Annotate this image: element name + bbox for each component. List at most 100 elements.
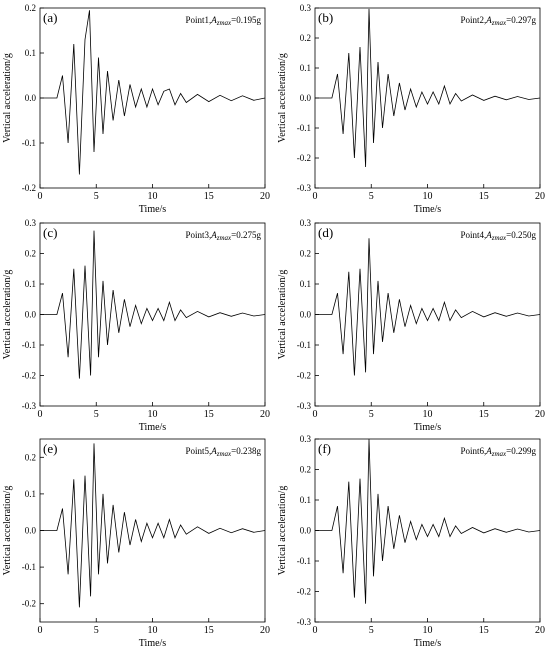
x-tick-label: 0	[38, 191, 43, 202]
y-tick-label: 0.0	[300, 526, 312, 536]
y-tick-label: 0.0	[25, 93, 37, 103]
y-tick-label: -0.2	[297, 153, 311, 163]
y-tick-label: 0.1	[25, 489, 36, 499]
x-tick-label: 0	[313, 409, 318, 420]
x-axis-label: Time/s	[139, 638, 167, 649]
x-tick-label: 0	[313, 625, 318, 636]
y-tick-label: 0.0	[300, 310, 312, 320]
y-tick-label: 0.1	[300, 279, 311, 289]
plot-frame	[314, 438, 541, 623]
x-tick-label: 0	[38, 625, 43, 636]
x-tick-label: 20	[535, 191, 545, 202]
x-tick-label: 0	[38, 409, 43, 420]
x-tick-label: 20	[260, 191, 270, 202]
x-tick-label: 20	[535, 409, 545, 420]
x-tick-label: 15	[204, 625, 214, 636]
y-tick-label: -0.1	[297, 123, 311, 133]
x-tick-label: 10	[148, 625, 158, 636]
x-axis-label: Time/s	[414, 422, 442, 433]
panel-label: (f)	[318, 441, 331, 456]
x-tick-label: 5	[369, 409, 374, 420]
y-tick-label: 0.1	[300, 495, 311, 505]
y-tick-label: -0.1	[297, 556, 311, 566]
y-tick-label: -0.3	[297, 617, 312, 627]
y-tick-label: -0.1	[22, 562, 36, 572]
acceleration-series-line	[40, 443, 266, 608]
acceleration-series-line	[315, 439, 541, 604]
x-tick-label: 15	[479, 191, 489, 202]
x-tick-label: 0	[313, 191, 318, 202]
x-tick-label: 10	[148, 409, 158, 420]
x-tick-label: 10	[148, 191, 158, 202]
x-axis-label: Time/s	[139, 204, 167, 215]
x-tick-label: 5	[369, 625, 374, 636]
y-tick-label: 0.3	[300, 3, 312, 13]
x-tick-label: 10	[423, 191, 433, 202]
x-tick-label: 5	[94, 191, 99, 202]
x-tick-label: 5	[94, 409, 99, 420]
y-tick-label: -0.1	[22, 138, 36, 148]
x-tick-label: 20	[260, 625, 270, 636]
x-tick-label: 20	[535, 625, 545, 636]
y-tick-label: -0.1	[297, 340, 311, 350]
y-tick-label: 0.3	[25, 218, 37, 228]
panel-label: (d)	[318, 225, 333, 240]
y-tick-label: -0.3	[297, 401, 312, 411]
y-tick-label: 0.1	[25, 48, 36, 58]
y-axis-label: Vertical acceleration/g	[277, 270, 288, 360]
x-tick-label: 15	[204, 191, 214, 202]
peak-annotation: Point1,Azmax=0.195g	[186, 15, 262, 27]
x-tick-label: 10	[423, 625, 433, 636]
y-tick-label: 0.2	[25, 249, 36, 259]
y-tick-label: -0.2	[22, 599, 36, 609]
peak-annotation: Point2,Azmax=0.297g	[461, 15, 537, 27]
y-tick-label: -0.3	[297, 183, 312, 193]
y-tick-label: -0.3	[22, 401, 37, 411]
peak-annotation: Point5,Azmax=0.238g	[186, 446, 262, 458]
y-tick-label: 0.0	[25, 310, 37, 320]
y-tick-label: -0.2	[22, 371, 36, 381]
y-tick-label: 0.2	[300, 249, 311, 259]
y-tick-label: 0.2	[300, 33, 311, 43]
y-axis-label: Vertical acceleration/g	[2, 486, 13, 576]
y-axis-label: Vertical acceleration/g	[2, 270, 13, 360]
y-tick-label: 0.2	[25, 3, 36, 13]
x-tick-label: 15	[204, 409, 214, 420]
x-axis-label: Time/s	[414, 638, 442, 649]
y-tick-label: 0.2	[25, 452, 36, 462]
y-tick-label: 0.0	[300, 93, 312, 103]
x-tick-label: 5	[369, 191, 374, 202]
acceleration-series-line	[40, 230, 266, 379]
y-axis-label: Vertical acceleration/g	[277, 486, 288, 576]
y-axis-label: Vertical acceleration/g	[2, 53, 13, 143]
panel-label: (c)	[43, 225, 57, 240]
x-tick-label: 15	[479, 409, 489, 420]
panel-label: (e)	[43, 441, 57, 456]
acceleration-series-line	[315, 238, 541, 376]
panel-label: (a)	[43, 10, 57, 25]
peak-annotation: Point4,Azmax=0.250g	[461, 230, 537, 242]
acceleration-series-line	[40, 10, 266, 175]
y-tick-label: 0.2	[300, 465, 311, 475]
y-tick-label: -0.1	[22, 340, 36, 350]
y-tick-label: -0.2	[297, 371, 311, 381]
y-tick-label: 0.1	[300, 63, 311, 73]
peak-annotation: Point6,Azmax=0.299g	[461, 446, 537, 458]
y-axis-label: Vertical acceleration/g	[277, 53, 288, 143]
y-tick-label: -0.2	[22, 183, 36, 193]
acceleration-series-line	[315, 8, 541, 168]
y-tick-label: 0.0	[25, 526, 37, 536]
x-tick-label: 5	[94, 625, 99, 636]
x-tick-label: 20	[260, 409, 270, 420]
x-tick-label: 15	[479, 625, 489, 636]
x-tick-label: 10	[423, 409, 433, 420]
y-tick-label: -0.2	[297, 587, 311, 597]
y-tick-label: 0.3	[300, 218, 312, 228]
